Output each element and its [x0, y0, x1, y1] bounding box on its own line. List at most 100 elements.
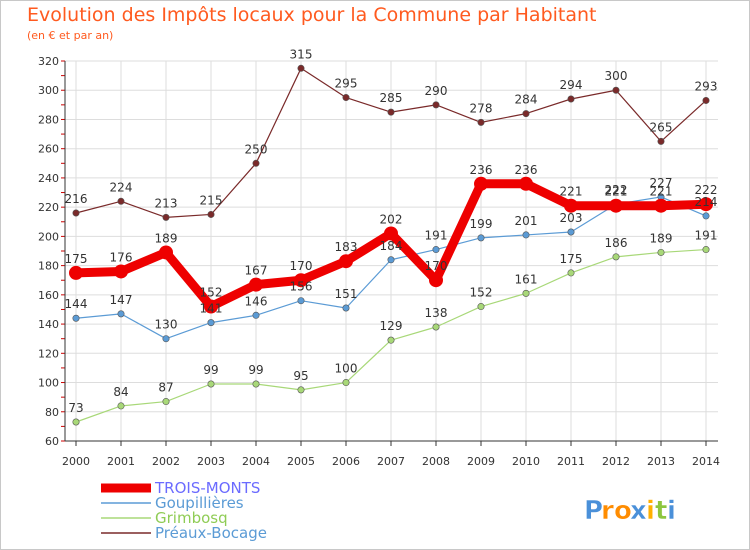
data-label: 221	[605, 185, 628, 199]
data-point	[519, 176, 533, 191]
data-point	[567, 95, 575, 103]
data-label: 216	[65, 192, 88, 206]
data-point	[522, 110, 530, 118]
data-point	[432, 323, 440, 331]
data-label: 290	[425, 84, 448, 98]
data-point	[207, 380, 215, 388]
data-label: 99	[248, 363, 263, 377]
y-tick-label: 240	[38, 172, 59, 185]
data-point	[699, 197, 713, 212]
data-label: 130	[155, 318, 178, 332]
data-label: 175	[65, 252, 88, 266]
data-label: 99	[203, 363, 218, 377]
y-tick-label: 180	[38, 260, 59, 273]
x-tick-label: 2003	[197, 455, 225, 468]
brand-letter: x	[630, 496, 647, 526]
data-point	[387, 336, 395, 344]
x-tick-label: 2004	[242, 455, 270, 468]
data-point	[207, 319, 215, 327]
data-point	[162, 335, 170, 343]
data-point	[207, 210, 215, 218]
data-label: 183	[335, 240, 358, 254]
data-point	[432, 246, 440, 254]
data-label: 191	[425, 229, 448, 243]
data-point	[702, 96, 710, 104]
data-label: 191	[695, 229, 718, 243]
data-point	[162, 213, 170, 221]
x-tick-label: 2008	[422, 455, 450, 468]
data-point	[567, 269, 575, 277]
data-label: 300	[605, 69, 628, 83]
data-label: 152	[200, 286, 223, 300]
data-point	[339, 254, 353, 269]
y-tick-label: 140	[38, 318, 59, 331]
data-label: 222	[605, 183, 628, 197]
data-label: 141	[200, 302, 223, 316]
y-tick-label: 80	[45, 406, 59, 419]
x-tick-label: 2005	[287, 455, 315, 468]
brand-letter: t	[655, 496, 667, 526]
data-label: 221	[560, 185, 583, 199]
data-point	[252, 159, 260, 167]
legend-label: Goupillières	[155, 494, 244, 512]
data-point	[297, 386, 305, 394]
data-point	[72, 209, 80, 217]
brand-letter: i	[646, 496, 655, 526]
y-tick-label: 160	[38, 289, 59, 302]
data-point	[297, 64, 305, 72]
data-label: 87	[158, 381, 173, 395]
data-label: 129	[380, 319, 403, 333]
data-point	[657, 137, 665, 145]
x-tick-label: 2007	[377, 455, 405, 468]
data-label: 199	[470, 217, 493, 231]
data-label: 295	[335, 77, 358, 91]
data-label: 138	[425, 306, 448, 320]
series-layer	[69, 64, 713, 426]
data-point	[567, 228, 575, 236]
data-point	[432, 101, 440, 109]
y-tick-label: 320	[38, 55, 59, 68]
data-label: 315	[290, 47, 313, 61]
data-label: 213	[155, 196, 178, 210]
data-label: 84	[113, 385, 128, 399]
data-label: 175	[560, 252, 583, 266]
data-point	[654, 198, 668, 213]
data-label: 73	[68, 401, 83, 415]
data-label: 215	[200, 193, 223, 207]
data-label: 146	[245, 294, 268, 308]
y-tick-label: 280	[38, 113, 59, 126]
data-point	[477, 118, 485, 126]
data-point	[114, 264, 128, 279]
data-point	[522, 231, 530, 239]
data-label: 227	[650, 176, 673, 190]
data-point	[249, 277, 263, 292]
data-point	[69, 265, 83, 280]
data-label: 222	[695, 183, 718, 197]
y-tick-label: 200	[38, 230, 59, 243]
data-point	[477, 303, 485, 311]
data-label: 265	[650, 120, 673, 134]
data-label: 189	[650, 231, 673, 245]
data-label: 203	[560, 211, 583, 225]
data-point	[159, 245, 173, 260]
data-label: 250	[245, 142, 268, 156]
chart-subtitle: (en € et par an)	[27, 29, 114, 42]
data-point	[612, 253, 620, 261]
data-label: 236	[470, 163, 493, 177]
x-tick-label: 2014	[692, 455, 720, 468]
data-label: 170	[425, 259, 448, 273]
data-label: 176	[110, 250, 133, 264]
data-label: 201	[515, 214, 538, 228]
data-point	[612, 86, 620, 94]
brand-logo: Pr ox i t i	[584, 496, 676, 527]
x-tick-label: 2013	[647, 455, 675, 468]
data-point	[252, 380, 260, 388]
data-point	[657, 248, 665, 256]
data-label: 284	[515, 93, 538, 107]
data-point	[342, 379, 350, 387]
data-label: 147	[110, 293, 133, 307]
data-label: 144	[65, 297, 88, 311]
data-point	[117, 310, 125, 318]
